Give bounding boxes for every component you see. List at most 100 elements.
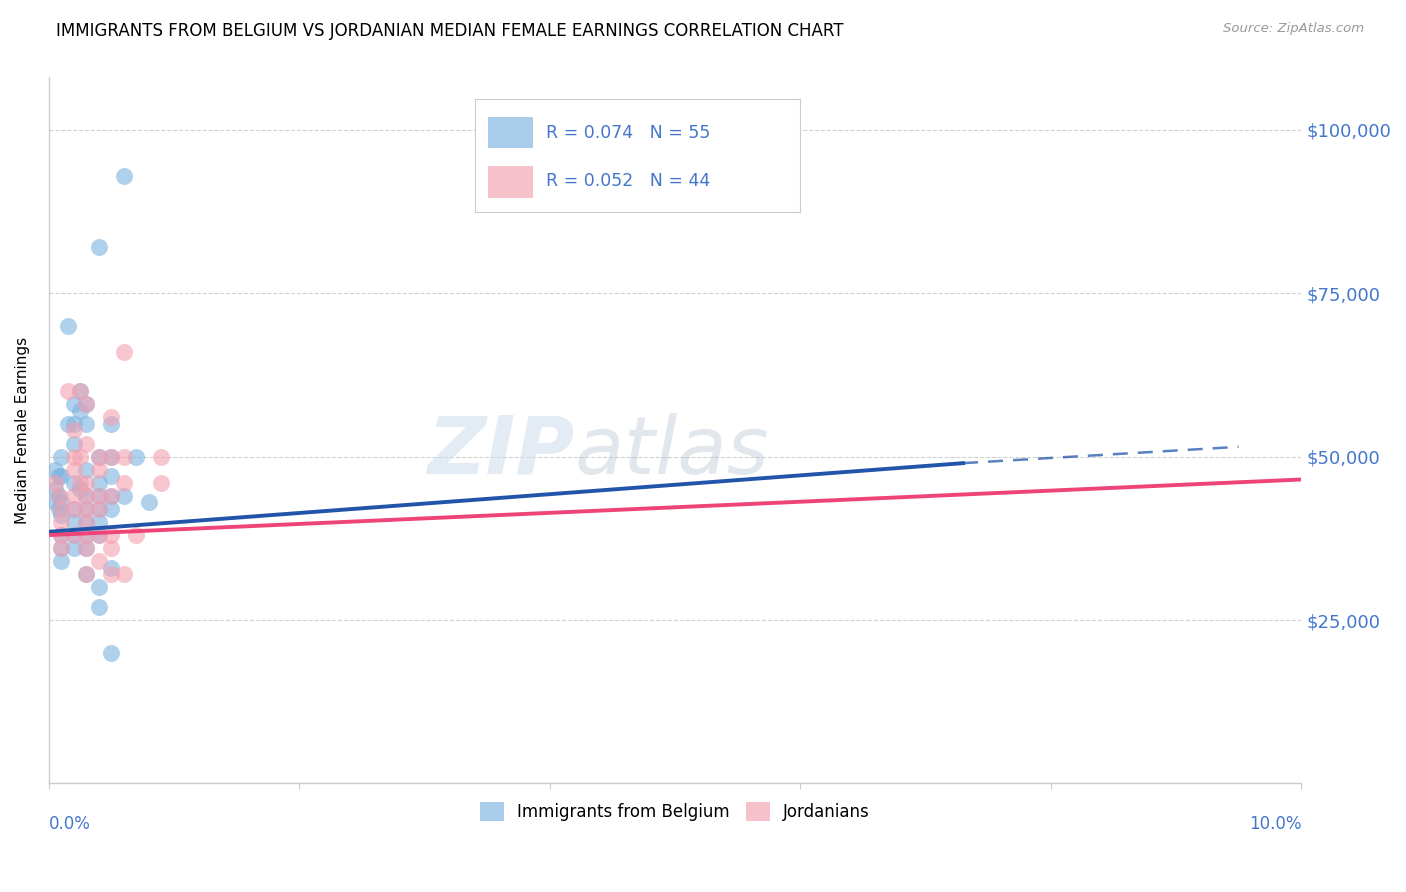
Point <box>62 463 84 477</box>
Point <box>87 450 110 464</box>
Point <box>112 169 135 183</box>
Point <box>100 489 122 503</box>
Point <box>87 528 110 542</box>
Point <box>100 567 122 582</box>
Point <box>69 450 91 464</box>
Point <box>51 502 73 516</box>
Point <box>87 475 110 490</box>
Text: ZIP: ZIP <box>427 413 575 491</box>
Point <box>75 463 97 477</box>
Point <box>51 495 73 509</box>
Point <box>44 483 66 497</box>
Point <box>48 502 70 516</box>
Point <box>62 515 84 529</box>
Point <box>51 450 73 464</box>
Point <box>48 469 70 483</box>
Point <box>100 410 122 425</box>
Text: IMMIGRANTS FROM BELGIUM VS JORDANIAN MEDIAN FEMALE EARNINGS CORRELATION CHART: IMMIGRANTS FROM BELGIUM VS JORDANIAN MED… <box>56 22 844 40</box>
Point <box>100 541 122 556</box>
Point <box>112 475 135 490</box>
Point <box>62 424 84 438</box>
Point <box>100 502 122 516</box>
Point <box>62 502 84 516</box>
Point <box>100 469 122 483</box>
Point <box>75 541 97 556</box>
Point <box>62 528 84 542</box>
Point <box>48 489 70 503</box>
Point <box>112 567 135 582</box>
Point <box>100 560 122 574</box>
Point <box>112 345 135 359</box>
Point <box>100 528 122 542</box>
Point <box>69 404 91 418</box>
Point <box>138 495 160 509</box>
Point <box>75 397 97 411</box>
Point <box>44 463 66 477</box>
Point <box>75 567 97 582</box>
Point <box>150 475 173 490</box>
Point <box>87 240 110 254</box>
Point <box>44 475 66 490</box>
Point <box>51 541 73 556</box>
Point <box>51 515 73 529</box>
Point <box>75 489 97 503</box>
Point <box>56 318 79 333</box>
Point <box>62 475 84 490</box>
Point <box>87 528 110 542</box>
Point <box>48 489 70 503</box>
Point <box>150 450 173 464</box>
Point <box>87 599 110 614</box>
Point <box>112 489 135 503</box>
Point <box>69 384 91 399</box>
Point <box>44 495 66 509</box>
Point <box>62 397 84 411</box>
Point <box>75 528 97 542</box>
Point <box>100 450 122 464</box>
Point <box>56 417 79 431</box>
Point <box>75 436 97 450</box>
Point <box>62 450 84 464</box>
Point <box>100 489 122 503</box>
Text: atlas: atlas <box>575 413 769 491</box>
Text: 0.0%: 0.0% <box>49 815 90 833</box>
Point <box>75 515 97 529</box>
Point <box>125 450 148 464</box>
Text: 10.0%: 10.0% <box>1249 815 1302 833</box>
Point <box>75 489 97 503</box>
Legend: Immigrants from Belgium, Jordanians: Immigrants from Belgium, Jordanians <box>474 796 876 828</box>
Point <box>62 417 84 431</box>
Point <box>87 489 110 503</box>
Point <box>100 417 122 431</box>
Point <box>100 450 122 464</box>
Point <box>112 450 135 464</box>
Point <box>87 554 110 568</box>
Point <box>87 515 110 529</box>
Point <box>62 489 84 503</box>
Point <box>87 450 110 464</box>
Point <box>87 580 110 594</box>
Point <box>51 554 73 568</box>
Point <box>69 483 91 497</box>
Point <box>62 541 84 556</box>
Point <box>125 528 148 542</box>
Point <box>75 528 97 542</box>
Point <box>75 541 97 556</box>
Point <box>62 502 84 516</box>
Point <box>51 469 73 483</box>
Point <box>69 475 91 490</box>
Point <box>75 502 97 516</box>
Point <box>87 502 110 516</box>
Point <box>75 475 97 490</box>
Point <box>87 489 110 503</box>
Point <box>51 528 73 542</box>
Point <box>75 397 97 411</box>
Point <box>87 463 110 477</box>
Point <box>75 417 97 431</box>
Text: Source: ZipAtlas.com: Source: ZipAtlas.com <box>1223 22 1364 36</box>
Point <box>75 502 97 516</box>
Point <box>62 528 84 542</box>
Point <box>87 502 110 516</box>
Point <box>56 384 79 399</box>
Point <box>75 515 97 529</box>
Y-axis label: Median Female Earnings: Median Female Earnings <box>15 337 30 524</box>
